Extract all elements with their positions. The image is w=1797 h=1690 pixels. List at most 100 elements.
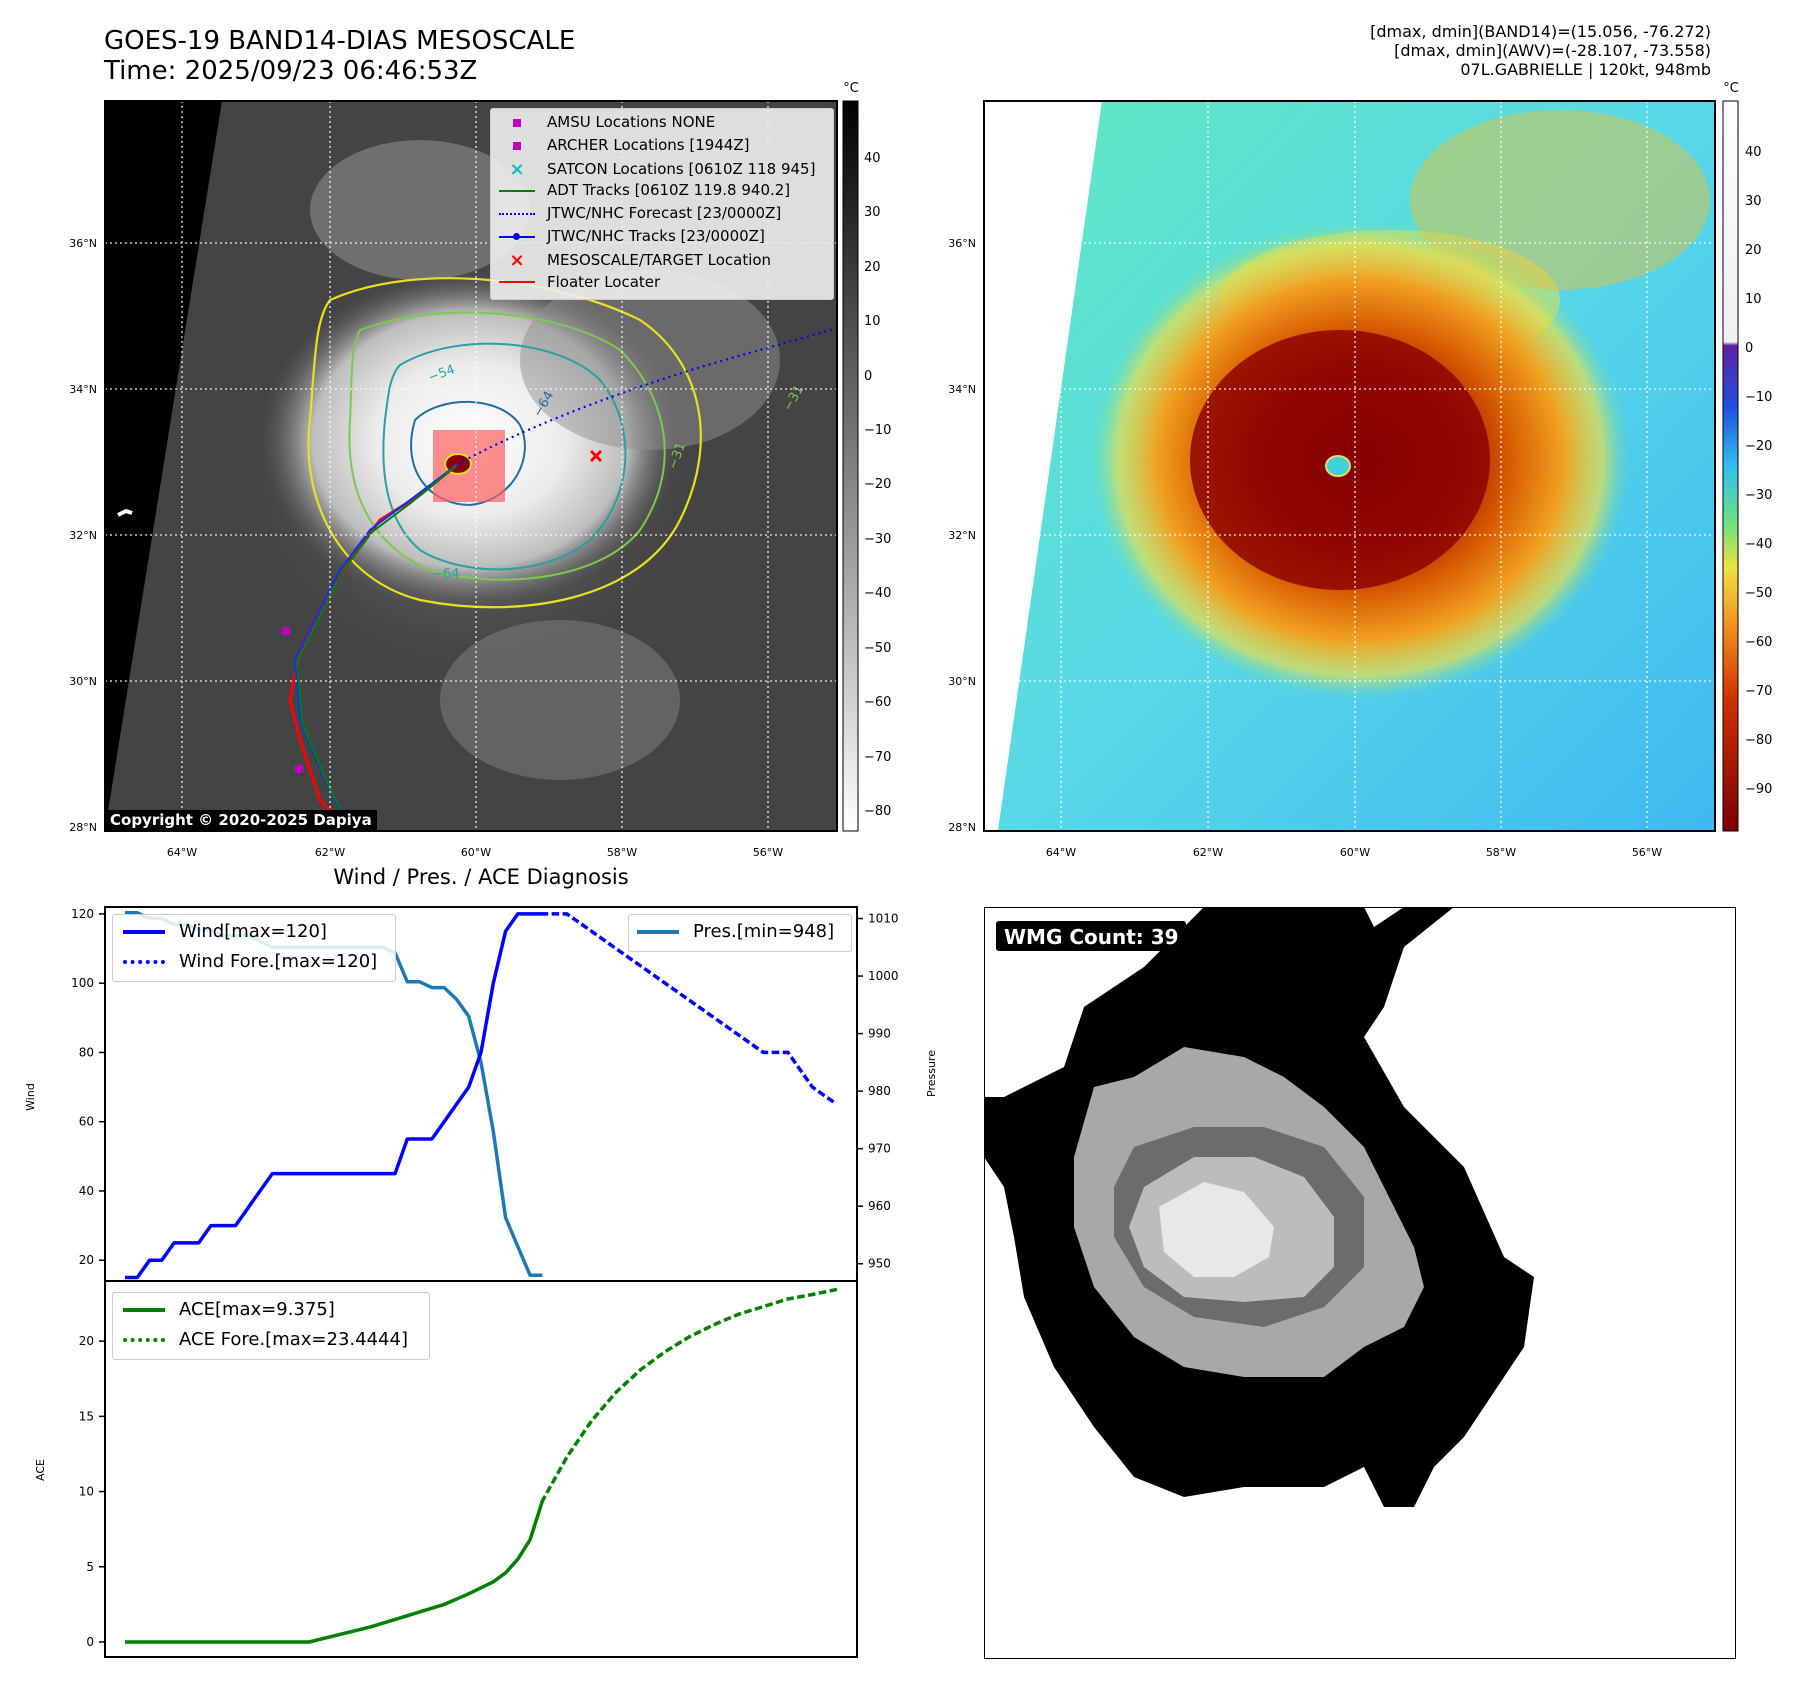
lat-label: 30°N xyxy=(69,675,97,688)
copyright-label: Copyright © 2020-2025 Dapiya xyxy=(105,810,377,830)
pressure-tick-label: 980 xyxy=(868,1084,891,1098)
lat-label: 28°N xyxy=(948,821,976,834)
ace-forecast-line xyxy=(540,1287,840,1504)
ace-line xyxy=(125,1500,545,1644)
storm-eye xyxy=(1325,455,1351,477)
legend-swatch: × xyxy=(509,249,525,271)
colorbar-tick: −20 xyxy=(864,477,891,492)
ace-axis-label: ACE xyxy=(34,1459,47,1481)
title-line-1: GOES-19 BAND14-DIAS MESOSCALE xyxy=(104,26,576,56)
wind-tick-label: 60 xyxy=(79,1115,94,1129)
wmg-eye xyxy=(1159,1182,1274,1277)
wmg-count-label: WMG Count: 39 xyxy=(1004,925,1179,949)
info-line-2: [dmax, dmin](AWV)=(-28.107, -73.558) xyxy=(1394,41,1711,60)
lon-label: 62°W xyxy=(1193,846,1223,859)
wind-line xyxy=(125,912,543,1280)
lon-label: 64°W xyxy=(167,846,197,859)
lon-label: 56°W xyxy=(1632,846,1662,859)
color-grid xyxy=(984,101,1715,830)
colorbar-tick: −30 xyxy=(864,532,891,547)
pressure-legend: Pres.[min=948] xyxy=(628,914,852,952)
pressure-axis-label-text: Pressure xyxy=(925,1050,938,1097)
adt-track xyxy=(295,465,457,831)
lat-label: 34°N xyxy=(69,383,97,396)
colorbar-tick: 40 xyxy=(864,151,881,166)
colorbar-tick: 20 xyxy=(1745,243,1762,258)
archer-marker xyxy=(282,627,290,635)
ir-legend-item: × MESOSCALE/TARGET Location xyxy=(497,250,771,271)
pressure-tick-label: 970 xyxy=(868,1142,891,1156)
wind-axis-label: Wind xyxy=(24,1083,37,1111)
ir-no-data-region xyxy=(105,101,222,830)
contour-green xyxy=(348,311,666,581)
wind-tick-label: 80 xyxy=(79,1045,94,1059)
color-map-frame xyxy=(983,100,1716,832)
ir-legend-item: ADT Tracks [0610Z 119.8 940.2] xyxy=(497,181,790,199)
wmg-panel: WMG Count: 39 xyxy=(984,907,1736,1659)
ir-colorbar xyxy=(842,100,859,832)
colorbar-tick: −30 xyxy=(1745,488,1772,503)
ir-legend-item: Floater Locater xyxy=(497,273,660,291)
ir-legend-item: ARCHER Locations [1944Z] xyxy=(497,136,750,154)
chart-title: GOES-19 BAND14-DIAS MESOSCALE Time: 2025… xyxy=(104,26,575,86)
colorbar-tick: 30 xyxy=(1745,194,1762,209)
diagnosis-title: Wind / Pres. / ACE Diagnosis xyxy=(333,865,629,889)
colorbar-tick: 10 xyxy=(1745,292,1762,307)
legend-label-ace-fore: ACE Fore.[max=23.4444] xyxy=(179,1329,408,1350)
legend-swatch-wind xyxy=(123,929,165,934)
pressure-tick-label: 990 xyxy=(868,1027,891,1041)
ir-colorbar-unit: °C xyxy=(843,81,859,96)
legend-swatch xyxy=(497,227,537,245)
lon-label: 60°W xyxy=(1340,846,1370,859)
colorbar-tick: 20 xyxy=(864,260,881,275)
colorbar-tick: −80 xyxy=(1745,733,1772,748)
legend-label: ADT Tracks [0610Z 119.8 940.2] xyxy=(547,181,791,200)
lon-label: 60°W xyxy=(461,846,491,859)
ir-legend-item: AMSU Locations NONE xyxy=(497,113,715,131)
wind-tick-label: 120 xyxy=(71,907,94,921)
legend-label-wind-fore: Wind Fore.[max=120] xyxy=(179,951,378,972)
legend-swatch xyxy=(497,113,537,131)
ace-tick-label: 15 xyxy=(79,1409,94,1423)
pressure-tick-label: 1010 xyxy=(868,912,899,926)
target-marker xyxy=(589,449,603,463)
colorbar-tick: −80 xyxy=(864,804,891,819)
lat-label: 34°N xyxy=(948,383,976,396)
legend-swatch xyxy=(497,204,537,222)
pressure-tick-label: 960 xyxy=(868,1199,891,1213)
wmg-count-badge xyxy=(996,921,1186,951)
ace-tick-label: 0 xyxy=(86,1635,94,1649)
legend-swatch xyxy=(497,181,537,199)
forecast-track xyxy=(457,326,837,465)
color-colorbar-unit: °C xyxy=(1723,81,1739,96)
ir-legend-item: × SATCON Locations [0610Z 118 945] xyxy=(497,159,815,180)
legend-label-wind: Wind[max=120] xyxy=(179,921,327,942)
lat-label: 36°N xyxy=(69,237,97,250)
pressure-tick-label: 1000 xyxy=(868,969,899,983)
legend-swatch xyxy=(497,136,537,154)
legend-label: JTWC/NHC Tracks [23/0000Z] xyxy=(547,227,765,245)
color-colorbar xyxy=(1722,100,1739,832)
lat-label: 32°N xyxy=(69,529,97,542)
lat-label: 28°N xyxy=(69,821,97,834)
info-line-1: [dmax, dmin](BAND14)=(15.056, -76.272) xyxy=(1370,22,1711,41)
legend-label-pres: Pres.[min=948] xyxy=(693,921,835,942)
legend-swatch: × xyxy=(509,158,525,180)
colorbar-tick: 40 xyxy=(1745,145,1762,160)
legend-swatch-ace xyxy=(123,1307,165,1312)
colorbar-tick: −10 xyxy=(1745,390,1772,405)
legend-label: AMSU Locations NONE xyxy=(547,113,716,131)
colorbar-tick: 0 xyxy=(1745,341,1753,356)
contour-blue xyxy=(410,400,526,507)
legend-label: MESOSCALE/TARGET Location xyxy=(547,251,772,270)
ace-legend: ACE[max=9.375] ACE Fore.[max=23.4444] xyxy=(112,1292,430,1360)
colorbar-tick: −70 xyxy=(864,750,891,765)
legend-swatch-ace-fore xyxy=(123,1337,165,1342)
contour-label: −64 xyxy=(432,567,459,582)
colorbar-tick: 10 xyxy=(864,314,881,329)
ir-legend-item: JTWC/NHC Forecast [23/0000Z] xyxy=(497,204,781,222)
ir-legend-item: JTWC/NHC Tracks [23/0000Z] xyxy=(497,227,765,245)
colorbar-tick: −40 xyxy=(864,586,891,601)
colorbar-tick: −10 xyxy=(864,423,891,438)
legend-label: ARCHER Locations [1944Z] xyxy=(547,135,750,154)
